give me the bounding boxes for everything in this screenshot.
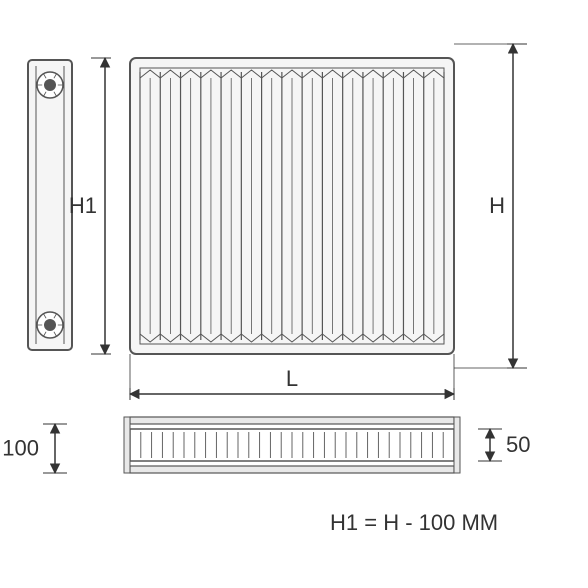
side-profile <box>28 60 72 350</box>
formula-text: H1 = H - 100 MM <box>330 510 498 535</box>
dim-label: L <box>286 366 298 391</box>
top-plate-lower <box>130 466 454 473</box>
dim-label: 50 <box>506 432 530 457</box>
radiator-technical-diagram: H1 H L 100 50 H1 = H - 100 MM <box>0 0 588 588</box>
top-plate-upper <box>130 417 454 424</box>
dim-label: H <box>489 193 505 218</box>
dim-label: 100 <box>2 436 39 461</box>
dim-label: H1 <box>69 193 97 218</box>
